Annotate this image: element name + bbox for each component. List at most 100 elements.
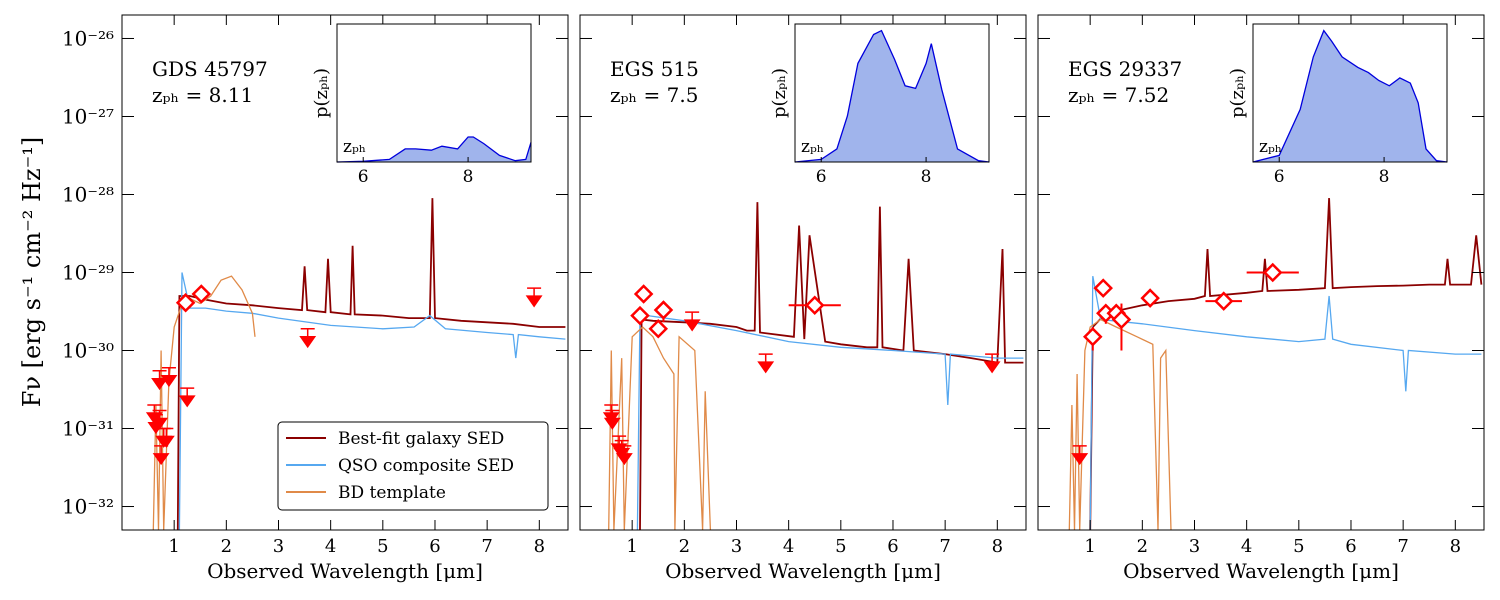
plot-area	[602, 202, 1024, 530]
legend-label: Best-fit galaxy SED	[338, 429, 504, 449]
x-tick-label: 3	[273, 536, 284, 557]
x-axis-label: Observed Wavelength [μm]	[207, 559, 483, 583]
inset-x-label: zₚₕ	[1259, 137, 1282, 157]
sed-line	[639, 202, 1024, 530]
inset-y-label: p(zₚₕ)	[1227, 68, 1248, 118]
upper-limit	[757, 353, 775, 374]
inset-tick-label: 8	[921, 167, 932, 187]
object-name: EGS 515	[610, 57, 699, 81]
x-tick-label: 6	[1345, 536, 1356, 557]
redshift: zₚₕ = 8.11	[152, 83, 253, 107]
y-tick-label: 10⁻²⁷	[62, 104, 114, 128]
inset-bg	[337, 24, 531, 162]
upper-limit	[152, 445, 170, 466]
detection	[630, 305, 650, 326]
inset-tick-label: 6	[1274, 167, 1285, 187]
sed-line	[1089, 198, 1483, 530]
legend-label: QSO composite SED	[338, 456, 514, 476]
x-tick-label: 4	[783, 536, 794, 557]
upper-limit	[525, 287, 543, 308]
x-tick-label: 4	[1241, 536, 1252, 557]
x-tick-label: 7	[939, 536, 950, 557]
upper-limit	[615, 445, 633, 466]
legend-label: BD template	[338, 483, 446, 503]
object-name: GDS 45797	[152, 57, 268, 81]
detection	[1262, 262, 1283, 283]
inset-y-label: p(zₚₕ)	[769, 68, 790, 118]
detection	[1213, 291, 1234, 311]
x-axis-label: Observed Wavelength [μm]	[665, 559, 941, 583]
sed-line	[1089, 275, 1482, 530]
detection	[191, 284, 212, 304]
inset-frame	[794, 23, 990, 163]
x-tick-label: 7	[481, 536, 492, 557]
pz-line	[336, 136, 532, 163]
pz-area	[1253, 30, 1447, 162]
inset-frame	[1252, 23, 1448, 163]
inset-tick-label: 8	[463, 167, 474, 187]
detection	[633, 284, 654, 304]
y-axis-label: Fν [erg s⁻¹ cm⁻² Hz⁻¹]	[18, 137, 46, 407]
x-tick-label: 5	[1293, 536, 1304, 557]
inset-frame	[336, 23, 532, 163]
x-tick-label: 2	[679, 536, 690, 557]
pz-line	[1252, 29, 1448, 163]
sed-line	[176, 198, 566, 530]
detection	[648, 318, 669, 339]
detection	[1111, 309, 1132, 330]
sed-line	[636, 312, 1024, 530]
detection	[1093, 278, 1113, 298]
x-tick-label: 1	[168, 536, 179, 557]
sed-line	[1068, 318, 1172, 530]
x-tick-label: 2	[1137, 536, 1148, 557]
x-tick-label: 6	[429, 536, 440, 557]
inset-y-label: p(zₚₕ)	[311, 68, 332, 118]
x-tick-label: 8	[534, 536, 545, 557]
inset-tick-label: 8	[1379, 167, 1390, 187]
y-tick-label: 10⁻³¹	[62, 417, 114, 441]
redshift: zₚₕ = 7.52	[1068, 83, 1169, 107]
x-tick-label: 6	[887, 536, 898, 557]
detection	[175, 292, 196, 313]
x-tick-label: 7	[1397, 536, 1408, 557]
legend-frame	[277, 421, 549, 511]
object-name: EGS 29337	[1068, 57, 1182, 81]
upper-limit	[157, 427, 175, 448]
x-axis-label: Observed Wavelength [μm]	[1123, 559, 1399, 583]
x-tick-label: 5	[377, 536, 388, 557]
upper-limit	[151, 370, 168, 391]
x-tick-label: 8	[992, 536, 1003, 557]
pz-line	[794, 29, 990, 163]
x-tick-label: 2	[221, 536, 232, 557]
sed-line	[152, 275, 256, 530]
upper-limit	[151, 409, 168, 430]
y-tick-label: 10⁻²⁹	[62, 261, 114, 285]
inset-x-label: zₚₕ	[801, 137, 824, 157]
detection	[1083, 327, 1103, 347]
plot-area	[1068, 198, 1483, 530]
upper-limit	[983, 353, 1001, 374]
sed-line	[178, 272, 566, 530]
x-tick-label: 1	[1084, 536, 1095, 557]
detection	[653, 300, 674, 320]
plot-area	[145, 198, 566, 530]
y-tick-label: 10⁻³⁰	[62, 339, 114, 363]
x-tick-label: 3	[1189, 536, 1200, 557]
upper-limit	[1071, 445, 1089, 466]
detection	[804, 295, 825, 316]
upper-limit	[683, 311, 701, 332]
inset-x-label: zₚₕ	[343, 137, 366, 157]
x-tick-label: 5	[835, 536, 846, 557]
upper-limit	[603, 409, 621, 430]
inset-tick-label: 6	[358, 167, 369, 187]
inset-tick-label: 6	[816, 167, 827, 187]
x-tick-label: 4	[325, 536, 336, 557]
sed-line	[608, 326, 712, 530]
x-tick-label: 3	[731, 536, 742, 557]
y-tick-label: 10⁻²⁸	[62, 182, 114, 206]
x-tick-label: 1	[626, 536, 637, 557]
upper-limit	[299, 328, 317, 349]
x-tick-label: 8	[1450, 536, 1461, 557]
y-tick-label: 10⁻²⁶	[62, 26, 114, 50]
